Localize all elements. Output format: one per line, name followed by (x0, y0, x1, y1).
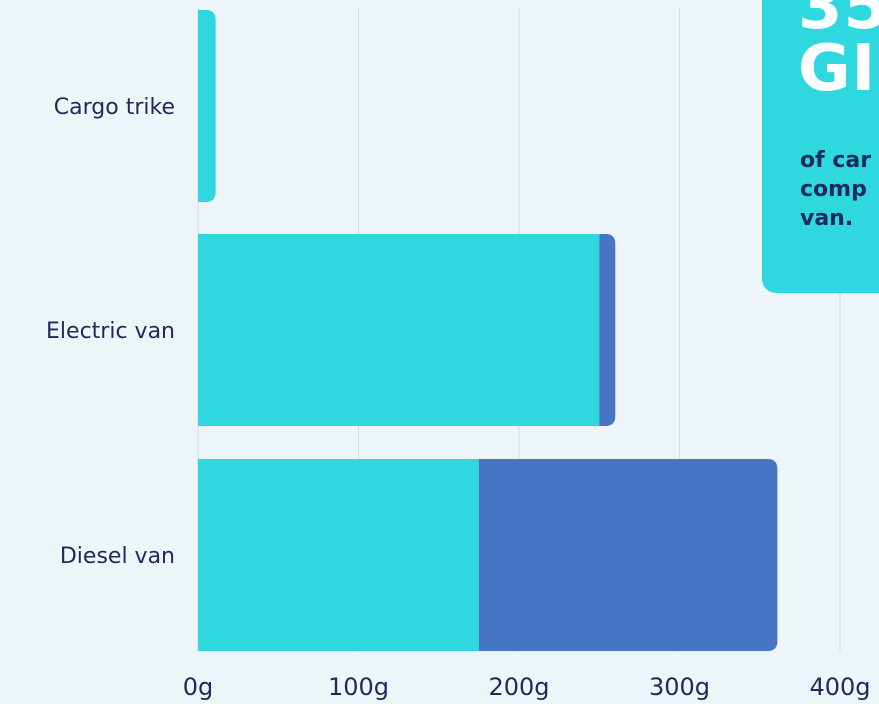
highlight-callout: 35 GI of car comp van. (762, 0, 879, 293)
x-tick-label: 100g (328, 673, 389, 701)
bar-layer (198, 10, 778, 651)
x-tick-label: 400g (809, 673, 870, 701)
bar-electric-van-seg-1 (599, 234, 616, 426)
bar-cargo-trike-seg-0 (198, 10, 216, 202)
bar-diesel-van-seg-0 (198, 459, 479, 651)
callout-headline: 35 GI (798, 0, 879, 106)
x-tick-label: 0g (183, 673, 214, 701)
category-label: Diesel van (60, 544, 175, 569)
bar-diesel-van-seg-1 (478, 459, 778, 651)
bar-electric-van-seg-0 (198, 234, 600, 426)
category-label: Electric van (46, 319, 175, 344)
category-label: Cargo trike (54, 95, 175, 120)
x-tick-label: 200g (488, 673, 549, 701)
x-tick-label: 300g (649, 673, 710, 701)
callout-text: of car comp van. (800, 148, 872, 231)
label-layer: 0g 100g 200g 300g 400g Cargo trike Electric va… (46, 95, 870, 701)
